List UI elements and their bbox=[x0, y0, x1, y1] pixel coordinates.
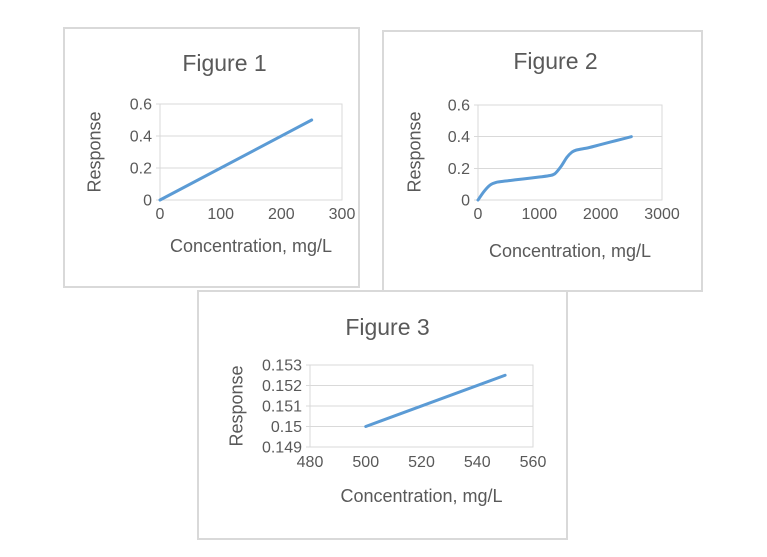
figure-1-x-axis-title: Concentration, mg/L bbox=[169, 236, 333, 256]
figure-1-panel: Figure 1 Response 0 0.2 0.4 0.6 0 100 200 300 C… bbox=[63, 27, 360, 288]
y-tick-label: 0.151 bbox=[262, 399, 302, 416]
y-tick-label: 0.4 bbox=[130, 129, 152, 146]
x-tick-label: 300 bbox=[329, 206, 356, 223]
x-tick-label: 200 bbox=[268, 206, 295, 223]
figure-3-panel: Figure 3 Response 0.149 0.15 0.151 0.152 0.1… bbox=[197, 290, 568, 540]
figure-3-title: Figure 3 bbox=[345, 314, 430, 340]
y-tick-label: 0.152 bbox=[262, 378, 302, 395]
y-tick-label: 0.2 bbox=[448, 161, 470, 178]
x-tick-label: 500 bbox=[352, 454, 379, 471]
x-tick-label: 100 bbox=[207, 206, 234, 223]
x-tick-label: 480 bbox=[297, 454, 324, 471]
x-tick-label: 1000 bbox=[522, 206, 558, 223]
figure-3-x-axis-title: Concentration, mg/L bbox=[340, 486, 503, 506]
x-tick-label: 3000 bbox=[644, 206, 680, 223]
y-tick-label: 0 bbox=[461, 193, 470, 210]
y-tick-label: 0.153 bbox=[262, 358, 302, 375]
x-tick-label: 0 bbox=[474, 206, 483, 223]
y-tick-label: 0.149 bbox=[262, 440, 302, 457]
x-tick-label: 560 bbox=[520, 454, 547, 471]
series-line bbox=[476, 135, 633, 202]
figure-2-plot-area: 0 0.2 0.4 0.6 0 1000 2000 3000 bbox=[448, 98, 680, 224]
x-tick-label: 540 bbox=[464, 454, 491, 471]
series-line bbox=[158, 118, 314, 202]
figure-3-plot-area: 0.149 0.15 0.151 0.152 0.153 480 500 520 540 560 bbox=[262, 358, 547, 472]
x-tick-label: 0 bbox=[156, 206, 165, 223]
x-tick-label: 520 bbox=[408, 454, 435, 471]
figure-1-plot-area: 0 0.2 0.4 0.6 0 100 200 300 bbox=[130, 97, 356, 224]
figure-1-title: Figure 1 bbox=[182, 50, 267, 76]
y-tick-label: 0.2 bbox=[130, 161, 152, 178]
y-tick-label: 0.4 bbox=[448, 129, 470, 146]
y-tick-label: 0.6 bbox=[130, 97, 152, 114]
figure-2-panel: Figure 2 Response 0 0.2 0.4 0.6 0 1000 2000 300… bbox=[382, 30, 703, 292]
figure-2-title: Figure 2 bbox=[513, 48, 598, 74]
y-tick-label: 0.15 bbox=[271, 419, 302, 436]
x-tick-label: 2000 bbox=[583, 206, 619, 223]
y-tick-label: 0.6 bbox=[448, 98, 470, 115]
y-tick-label: 0 bbox=[143, 193, 152, 210]
series-line bbox=[364, 373, 507, 428]
figure-2-x-axis-title: Concentration, mg/L bbox=[488, 241, 652, 261]
